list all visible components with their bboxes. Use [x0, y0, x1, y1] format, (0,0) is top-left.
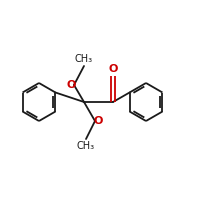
Text: O: O [67, 80, 76, 90]
Text: O: O [108, 64, 118, 74]
Text: CH₃: CH₃ [77, 141, 95, 151]
Text: O: O [93, 116, 102, 126]
Text: CH₃: CH₃ [75, 54, 93, 64]
